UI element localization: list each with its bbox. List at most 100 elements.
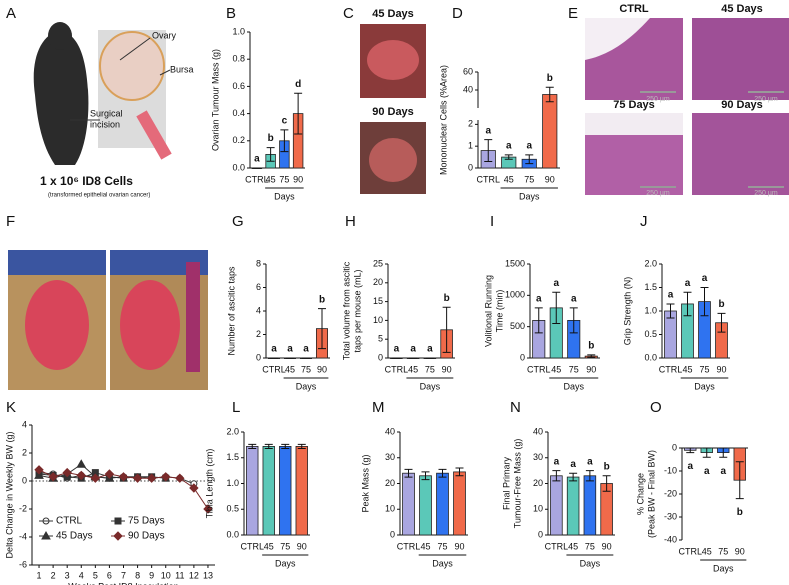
- x-tick-label: 45: [408, 364, 418, 374]
- error-bar: [585, 470, 594, 482]
- x-tick-label: 75: [718, 546, 728, 556]
- x-axis-label: Days: [296, 381, 317, 391]
- y-tick-label: 1500: [505, 258, 525, 268]
- mouse: [33, 30, 89, 165]
- point: [90, 473, 101, 483]
- y-tick-label: 2: [22, 447, 27, 457]
- x-tick-label: CTRL: [527, 364, 551, 374]
- annotation: a: [570, 459, 576, 470]
- x-tick-label: 7: [121, 570, 126, 580]
- x-tick-label: 90: [545, 174, 555, 184]
- y-tick-label: 40: [385, 426, 395, 436]
- error-bar: [442, 306, 451, 353]
- x-tick-label: 45: [264, 541, 274, 551]
- y-axis-label: Tibia Length (cm): [204, 449, 214, 519]
- error-bar: [534, 307, 543, 334]
- annotation: c: [282, 116, 288, 127]
- x-tick-label: 45: [568, 541, 578, 551]
- y-tick-label: 0.6: [232, 81, 245, 91]
- error-bar: [404, 468, 413, 478]
- point: [118, 472, 129, 482]
- error-bar: [569, 472, 578, 482]
- point: [132, 473, 143, 483]
- y-axis-label: Total volume from ascitic: [341, 261, 351, 360]
- annotation: a: [394, 344, 400, 355]
- label: Bursa: [170, 64, 194, 74]
- x-tick-label: CTRL: [476, 174, 500, 184]
- legend-label: 45 Days: [56, 531, 93, 542]
- x-tick-label: 45: [285, 364, 295, 374]
- annotation: a: [287, 344, 293, 355]
- x-tick-label: 75: [699, 364, 709, 374]
- x-axis-label: Days: [420, 381, 441, 391]
- scale-label: 250 µm: [646, 96, 670, 103]
- panel-letter: E: [568, 5, 578, 22]
- y-tick-label: 1.0: [644, 305, 657, 315]
- point: [62, 467, 72, 478]
- y-tick-label: 10: [373, 315, 383, 325]
- y-axis-label: Grip Strength (N): [622, 277, 632, 346]
- y-tick-label: 40: [463, 84, 473, 94]
- y-axis-label: Peak Mass (g): [360, 454, 370, 512]
- annotation: a: [536, 294, 542, 305]
- syringe: [186, 262, 200, 372]
- annotation: b: [268, 133, 274, 144]
- y-tick-label: 0.5: [644, 329, 657, 339]
- x-tick-label: 45: [551, 364, 561, 374]
- y-tick-label: 0: [520, 352, 525, 362]
- annotation: a: [720, 466, 726, 477]
- x-tick-label: 90: [716, 364, 726, 374]
- y-tick-label: 1.5: [226, 452, 239, 462]
- panel-letter: B: [226, 5, 236, 22]
- error-bar: [294, 92, 303, 135]
- label: 75 Days: [613, 99, 655, 111]
- x-tick-label: 10: [161, 570, 171, 580]
- x-tick-label: 1: [37, 570, 42, 580]
- y-axis-label: Time (min): [494, 290, 504, 333]
- error-bar: [569, 307, 578, 334]
- x-tick-label: 8: [135, 570, 140, 580]
- panel-letter: I: [490, 213, 494, 230]
- photo-detail: [369, 138, 417, 182]
- y-tick-label: 1000: [505, 290, 525, 300]
- point: [104, 469, 115, 479]
- pointer: [159, 69, 171, 76]
- x-axis-label: Days: [580, 558, 601, 568]
- y-tick-label: 2.0: [644, 258, 657, 268]
- bar: [436, 472, 449, 536]
- photo-detail: [8, 250, 106, 275]
- ovary: [99, 31, 165, 101]
- y-tick-label: 25: [373, 258, 383, 268]
- annotation: a: [554, 456, 560, 467]
- annotation: b: [718, 299, 724, 310]
- y-tick-label: -6: [19, 559, 27, 569]
- mouse-head: [48, 22, 72, 50]
- annotation: b: [444, 293, 450, 304]
- scale-label: 250 µm: [754, 96, 778, 103]
- panel-letter: K: [6, 399, 16, 416]
- annotation: b: [588, 341, 594, 352]
- histology-void: [585, 113, 683, 135]
- y-tick-label: 0: [22, 475, 27, 485]
- error-bar: [297, 443, 306, 449]
- x-tick-label: 75: [585, 541, 595, 551]
- y-tick-label: 4: [256, 305, 261, 315]
- syringe: [136, 110, 172, 160]
- label: Surgical: [90, 108, 123, 118]
- y-tick-label: 10: [385, 504, 395, 514]
- x-axis-label: Days: [694, 381, 715, 391]
- y-tick-label: -30: [664, 511, 677, 521]
- point: [146, 473, 157, 483]
- y-tick-label: 30: [533, 452, 543, 462]
- bar: [246, 446, 259, 536]
- y-tick-label: 20: [373, 277, 383, 287]
- x-tick-label: 9: [149, 570, 154, 580]
- x-axis-label: Days: [519, 191, 540, 201]
- annotation: d: [295, 79, 301, 90]
- annotation: a: [303, 344, 309, 355]
- y-axis-label: Mononuclear Cells (%Area): [438, 65, 448, 175]
- error-bar: [702, 447, 711, 458]
- y-tick-label: 30: [385, 452, 395, 462]
- annotation: b: [737, 507, 743, 518]
- error-bar: [735, 461, 744, 500]
